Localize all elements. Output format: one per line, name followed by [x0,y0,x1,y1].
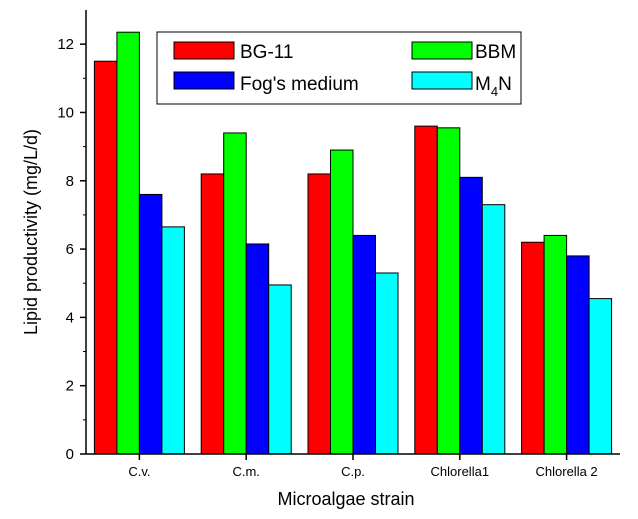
y-tick-label: 8 [66,173,74,190]
y-axis-label: Lipid productivity (mg/L/d) [21,129,41,335]
bar-bg-11-chlorella1 [414,125,438,455]
bar-fog-s-medium-c-m- [245,243,270,455]
bar-fog-s-medium-c-v- [138,193,163,455]
y-tick-label: 0 [66,446,74,463]
legend-swatch [411,41,473,60]
bar-bg-11-c-v- [93,60,118,455]
x-axis-label: Microalgae strain [277,489,414,509]
bar-fog-s-medium-chlorella-2 [566,255,590,455]
bar-m4n-c-v- [161,226,185,455]
y-tick-label: 2 [66,378,74,395]
x-tick-label: Chlorella1 [431,464,490,479]
bar-fog-s-medium-c-p- [352,234,376,455]
bar-m4n-c-p- [375,272,399,455]
legend-label: BG-11 [240,42,294,63]
bar-bbm-chlorella1 [436,127,461,455]
bar-m4n-chlorella1 [481,204,506,455]
legend-swatch [173,41,235,60]
bar-bg-11-chlorella-2 [521,241,545,455]
bar-fog-s-medium-chlorella1 [459,176,483,455]
bar-bbm-c-m- [223,132,247,455]
bar-bg-11-c-m- [200,173,225,455]
bar-m4n-c-m- [268,284,292,455]
bar-bbm-c-p- [330,149,354,455]
y-tick-label: 10 [57,104,74,121]
bar-bbm-c-v- [116,31,140,455]
bar-m4n-chlorella-2 [588,298,613,455]
legend-label: M4N [475,74,512,99]
legend-label: Fog's medium [240,74,359,95]
x-ticks: C.v. C.m. C.p. Chlorella1 Chlorella 2 [128,454,598,479]
x-tick-label: C.m. [232,464,259,479]
x-tick-label: C.p. [341,464,365,479]
bar-bg-11-c-p- [307,173,331,455]
bars-group [93,31,613,455]
y-ticks: 0 2 4 6 8 10 12 [57,36,86,463]
y-tick-label: 4 [66,309,74,326]
x-tick-label: C.v. [128,464,150,479]
legend-label: BBM [475,42,516,63]
y-tick-label: 12 [57,36,74,53]
legend-swatch [411,71,473,90]
legend-swatch [173,71,235,90]
bar-bbm-chlorella-2 [543,234,568,455]
legend: BG-11 BBM Fog's medium M4N [156,31,522,105]
x-tick-label: Chlorella 2 [536,464,598,479]
y-tick-label: 6 [66,241,74,258]
